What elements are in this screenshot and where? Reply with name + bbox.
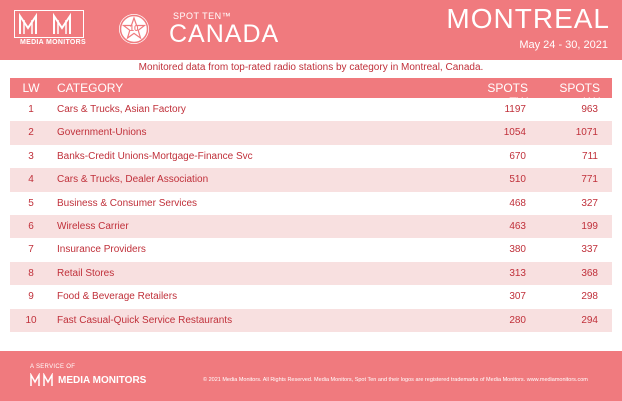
cell-spots-lw: 1071: [575, 127, 598, 139]
cell-spots-tw: 670: [509, 150, 526, 162]
cell-spots-tw: 1197: [504, 104, 526, 115]
cell-category: Food & Beverage Retailers: [57, 291, 178, 303]
cell-lw: 1: [28, 104, 34, 115]
table-row: 8 Retail Stores 313 368: [10, 261, 612, 286]
cell-lw: 9: [28, 291, 34, 303]
copyright-notice: © 2021 Media Monitors. All Rights Reserv…: [203, 377, 588, 383]
cell-spots-lw: 294: [581, 314, 598, 326]
cell-spots-lw: 771: [581, 174, 598, 186]
cell-spots-tw: 468: [509, 197, 526, 209]
report-subtitle: Monitored data from top-rated radio stat…: [138, 62, 484, 73]
cell-category: Cars & Trucks, Asian Factory: [57, 104, 186, 115]
cell-category: Business & Consumer Services: [57, 197, 198, 209]
cell-spots-lw: 298: [581, 291, 598, 303]
cell-category: Wireless Carrier: [57, 221, 129, 232]
cell-lw: 4: [28, 174, 34, 186]
cell-spots-tw: 280: [509, 314, 526, 326]
cell-category: Fast Casual-Quick Service Restaurants: [57, 314, 233, 326]
cell-category: Insurance Providers: [57, 244, 146, 256]
table-row: 9 Food & Beverage Retailers 307 298: [10, 285, 612, 308]
table-row: 2 Government-Unions 1054 1071: [10, 121, 612, 145]
service-label: A SERVICE OF: [30, 364, 76, 370]
column-header-spots-lw: SPOTS LW: [559, 81, 600, 109]
date-range: May 24 - 30, 2021: [519, 39, 608, 51]
table-header: LW CATEGORY SPOTS TW SPOTS LW: [10, 78, 612, 109]
table-row: 5 Business & Consumer Services 468 327: [10, 192, 612, 215]
cell-lw: 3: [28, 150, 34, 162]
cell-lw: 10: [25, 314, 37, 326]
media-monitors-logo: MEDIA MONITORS: [10, 8, 88, 52]
cell-spots-lw: 337: [581, 244, 598, 256]
table-row: 6 Wireless Carrier 463 199: [10, 215, 612, 239]
table-row: 7 Insurance Providers 380 337: [10, 238, 612, 261]
table-row: 1 Cars & Trucks, Asian Factory 1197 963: [10, 98, 612, 121]
column-header-lw: LW: [22, 81, 40, 95]
cell-spots-lw: 199: [581, 221, 598, 232]
spot-ten-label: SPOT TEN™: [173, 11, 232, 21]
cell-spots-lw: 327: [581, 197, 598, 209]
city-title: MONTREAL: [446, 3, 610, 34]
cell-lw: 5: [28, 197, 34, 209]
spot-ten-badge: 10: [119, 14, 149, 44]
cell-category: Cars & Trucks, Dealer Association: [57, 174, 209, 186]
cell-spots-tw: 307: [509, 291, 526, 303]
cell-lw: 7: [28, 244, 34, 256]
badge-number: 10: [129, 24, 139, 33]
table-row: 4 Cars & Trucks, Dealer Association 510 …: [10, 168, 612, 192]
column-header-category: CATEGORY: [57, 81, 124, 95]
mm-logo-icon: [14, 10, 84, 38]
footer-banner: A SERVICE OF MEDIA MONITORS © 2021 Media…: [0, 351, 622, 401]
table-row: 10 Fast Casual-Quick Service Restaurants…: [10, 308, 612, 332]
logo-wordmark: MEDIA MONITORS: [19, 39, 87, 46]
cell-category: Retail Stores: [57, 267, 115, 279]
cell-category: Banks-Credit Unions-Mortgage-Finance Svc: [57, 150, 253, 162]
cell-lw: 6: [28, 221, 34, 232]
cell-lw: 8: [28, 267, 34, 279]
header-banner: MEDIA MONITORS 10 SPOT TEN™ CANADA MONTR…: [0, 0, 622, 60]
cell-category: Government-Unions: [57, 127, 147, 139]
cell-spots-tw: 313: [509, 267, 526, 279]
footer-brand: MEDIA MONITORS: [58, 375, 147, 386]
cell-spots-tw: 1054: [503, 127, 526, 139]
mm-logo-icon: [30, 373, 53, 386]
star-icon: [119, 14, 149, 44]
cell-lw: 2: [28, 127, 34, 139]
cell-spots-lw: 368: [581, 267, 598, 279]
cell-spots-lw: 963: [581, 104, 598, 115]
cell-spots-tw: 380: [509, 244, 526, 256]
column-header-spots-tw: SPOTS TW: [487, 81, 528, 109]
cell-spots-lw: 711: [582, 150, 598, 162]
cell-spots-tw: 510: [509, 174, 526, 186]
cell-spots-tw: 463: [509, 221, 526, 232]
country-title: CANADA: [169, 20, 280, 48]
table-row: 3 Banks-Credit Unions-Mortgage-Finance S…: [10, 145, 612, 168]
